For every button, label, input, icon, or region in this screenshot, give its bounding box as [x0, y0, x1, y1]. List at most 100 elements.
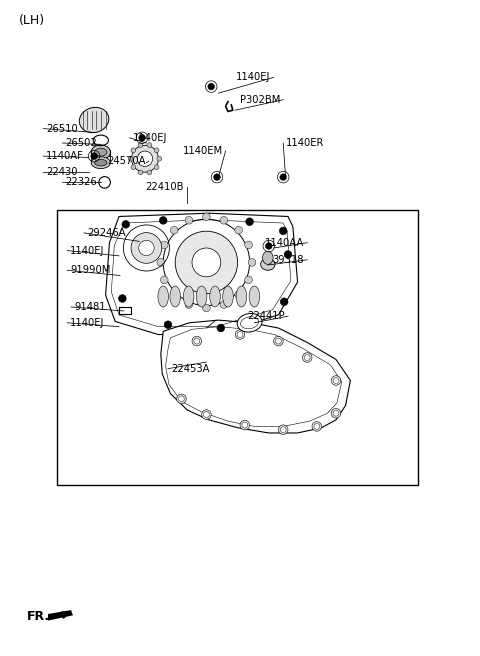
Circle shape: [91, 153, 97, 159]
Circle shape: [302, 353, 312, 362]
Circle shape: [119, 295, 126, 302]
Ellipse shape: [237, 314, 262, 332]
Circle shape: [235, 330, 245, 339]
Text: 1140EJ: 1140EJ: [70, 245, 105, 256]
Circle shape: [208, 83, 215, 90]
Bar: [57, 210, 418, 485]
Circle shape: [147, 142, 152, 148]
Circle shape: [159, 216, 167, 224]
Circle shape: [138, 170, 143, 175]
Circle shape: [235, 291, 242, 298]
Circle shape: [214, 174, 220, 180]
Circle shape: [314, 424, 320, 429]
Text: 91481: 91481: [74, 302, 106, 312]
Circle shape: [333, 411, 339, 416]
Circle shape: [240, 420, 250, 430]
Ellipse shape: [249, 286, 260, 307]
Text: (LH): (LH): [19, 14, 45, 28]
Text: 1140ER: 1140ER: [286, 138, 324, 148]
Ellipse shape: [261, 258, 275, 270]
Text: 39318: 39318: [273, 255, 304, 265]
Ellipse shape: [236, 286, 247, 307]
Ellipse shape: [170, 286, 180, 307]
Circle shape: [194, 338, 200, 344]
Circle shape: [154, 148, 159, 153]
Ellipse shape: [223, 286, 233, 307]
Circle shape: [157, 258, 165, 266]
Circle shape: [177, 394, 186, 403]
Ellipse shape: [263, 251, 273, 264]
Circle shape: [170, 226, 178, 234]
Polygon shape: [48, 610, 73, 621]
Circle shape: [331, 409, 341, 418]
Circle shape: [154, 165, 159, 170]
Circle shape: [139, 240, 154, 256]
Circle shape: [278, 425, 288, 434]
Circle shape: [276, 338, 281, 344]
Circle shape: [245, 276, 252, 283]
Circle shape: [280, 427, 286, 432]
Circle shape: [280, 174, 287, 180]
Ellipse shape: [210, 286, 220, 307]
Text: FR.: FR.: [26, 610, 49, 623]
Circle shape: [138, 142, 143, 148]
Circle shape: [175, 231, 238, 294]
Circle shape: [217, 324, 225, 332]
Text: 91990M: 91990M: [70, 265, 110, 276]
Circle shape: [203, 213, 210, 220]
Circle shape: [265, 243, 272, 249]
Circle shape: [274, 337, 283, 346]
Circle shape: [164, 321, 172, 329]
Circle shape: [242, 422, 248, 428]
Circle shape: [139, 134, 145, 141]
Circle shape: [280, 298, 288, 306]
Ellipse shape: [183, 286, 194, 307]
Circle shape: [312, 422, 322, 431]
Circle shape: [131, 233, 162, 263]
Text: 22410B: 22410B: [146, 182, 184, 192]
Text: 29246A: 29246A: [87, 228, 126, 238]
Ellipse shape: [158, 286, 168, 307]
Circle shape: [333, 378, 339, 383]
Circle shape: [246, 218, 253, 226]
Circle shape: [235, 226, 242, 234]
Circle shape: [185, 216, 193, 224]
Text: 1140EJ: 1140EJ: [132, 133, 167, 143]
Ellipse shape: [95, 148, 107, 156]
Ellipse shape: [95, 159, 107, 166]
Text: 22453A: 22453A: [171, 363, 209, 374]
Circle shape: [284, 251, 292, 258]
Text: 22441P: 22441P: [247, 311, 285, 321]
Circle shape: [131, 148, 136, 153]
Circle shape: [248, 258, 256, 266]
Circle shape: [245, 241, 252, 249]
Ellipse shape: [79, 108, 109, 133]
Circle shape: [237, 332, 243, 337]
Text: 1140EJ: 1140EJ: [236, 72, 271, 83]
Text: 22326: 22326: [65, 177, 97, 188]
Circle shape: [122, 220, 130, 228]
Circle shape: [220, 216, 228, 224]
Circle shape: [132, 146, 158, 172]
Text: 24570A: 24570A: [108, 156, 146, 167]
Circle shape: [131, 165, 136, 170]
Text: 1140AF: 1140AF: [46, 151, 84, 161]
Text: 1140EM: 1140EM: [182, 146, 223, 156]
Ellipse shape: [196, 286, 207, 307]
Circle shape: [128, 156, 133, 161]
Circle shape: [202, 410, 211, 419]
Text: 26502: 26502: [65, 138, 97, 148]
Ellipse shape: [91, 157, 110, 169]
Circle shape: [137, 151, 153, 167]
Circle shape: [331, 376, 341, 385]
Circle shape: [160, 276, 168, 283]
Polygon shape: [106, 213, 298, 335]
Text: 22430: 22430: [46, 167, 78, 177]
Circle shape: [192, 337, 202, 346]
Circle shape: [203, 304, 210, 312]
Circle shape: [147, 170, 152, 175]
Text: P302BM: P302BM: [240, 94, 280, 105]
Circle shape: [160, 241, 168, 249]
Ellipse shape: [91, 145, 110, 159]
Circle shape: [304, 355, 310, 360]
